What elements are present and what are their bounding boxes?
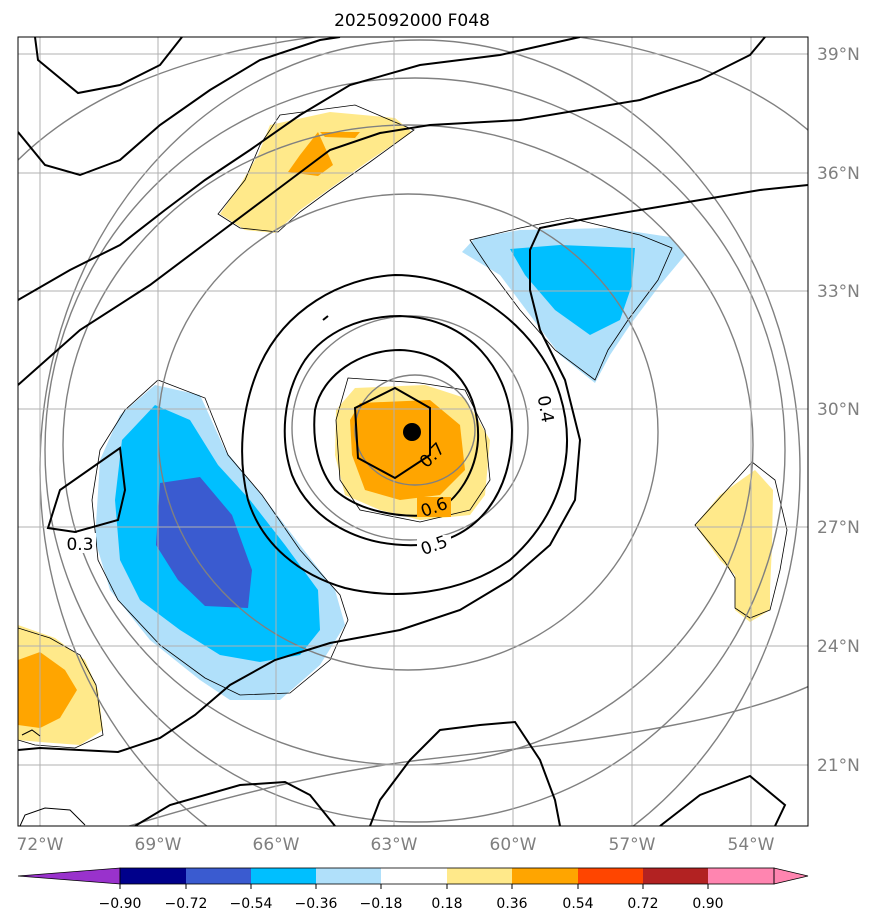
lat-label: 36°N: [817, 164, 860, 184]
colorbar-segment: [447, 868, 512, 884]
lon-label: 63°W: [371, 835, 418, 855]
black-contours: [18, 37, 808, 826]
lat-label: 30°N: [817, 400, 860, 420]
lon-label: 69°W: [135, 835, 182, 855]
lat-label: 27°N: [817, 518, 860, 538]
colorbar-segment: [708, 868, 774, 884]
figure-title: 2025092000 F048: [334, 11, 490, 31]
colorbar-tick: 0.18: [431, 896, 462, 912]
map-frame: [17, 36, 809, 827]
colorbar-segment: [186, 868, 251, 884]
longitude-labels: 72°W 69°W 66°W 63°W 60°W 57°W 54°W: [17, 835, 775, 855]
negative-core-sw: [156, 477, 252, 608]
colorbar-tick: −0.36: [295, 896, 338, 912]
lon-label: 57°W: [609, 835, 656, 855]
colorbar: −0.90 −0.72 −0.54 −0.36 −0.18 0.18 0.36 …: [17, 867, 809, 912]
contour-0.4: [241, 273, 568, 595]
colorbar-tick: −0.18: [360, 896, 403, 912]
negative-core-ne: [510, 245, 635, 335]
coastline: [19, 729, 86, 826]
colorbar-segment: [643, 868, 708, 884]
lat-label: 33°N: [817, 282, 860, 302]
contour-0.7: [353, 386, 431, 480]
storm-center-marker: [403, 423, 421, 441]
positive-core-center: [350, 400, 465, 500]
contour-label-0.3: 0.3: [66, 535, 93, 555]
contour-0.5: [283, 314, 514, 547]
colorbar-tick: 0.54: [562, 896, 593, 912]
colorbar-segment: [512, 868, 578, 884]
colorbar-tick: −0.54: [230, 896, 273, 912]
positive-core-sw-corner: [18, 652, 77, 728]
latitude-labels: 39°N 36°N 33°N 30°N 27°N 24°N 21°N: [817, 45, 860, 776]
colorbar-tick: −0.72: [165, 896, 208, 912]
colorbar-tick: 0.90: [692, 896, 723, 912]
colorbar-tick: 0.72: [627, 896, 658, 912]
colorbar-segment: [120, 868, 186, 884]
colorbar-tick: −0.90: [99, 896, 142, 912]
contour-label-0.4: 0.4: [533, 394, 557, 424]
colorbar-tick: 0.36: [496, 896, 527, 912]
lon-label: 54°W: [728, 835, 775, 855]
colorbar-segment: [251, 868, 316, 884]
contour-0.3-outer: [18, 184, 808, 754]
lon-label: 66°W: [253, 835, 300, 855]
map-panel: 0.3 0.4 0.5 0.6 0.7: [18, 37, 808, 826]
colorbar-extend-high: [773, 867, 809, 885]
lon-label: 60°W: [490, 835, 537, 855]
lat-label: 21°N: [817, 756, 860, 776]
colorbar-extend-low: [17, 867, 121, 885]
positive-region-east: [695, 470, 773, 622]
positive-core-north: [288, 132, 333, 176]
lon-label: 72°W: [17, 835, 64, 855]
colorbar-segment: [578, 868, 643, 884]
colorbar-segment: [316, 868, 381, 884]
lat-label: 39°N: [817, 45, 860, 65]
contour-0.6: [313, 348, 480, 517]
lat-lon-grid: [18, 37, 808, 826]
contour-0.3-west: [46, 446, 127, 534]
lat-label: 24°N: [817, 637, 860, 657]
colorbar-segment: [381, 868, 447, 884]
